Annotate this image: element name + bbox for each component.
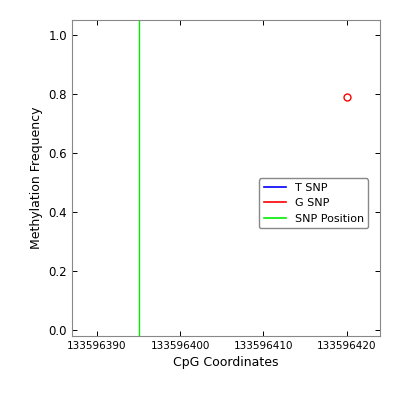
X-axis label: CpG Coordinates: CpG Coordinates <box>173 356 279 370</box>
Y-axis label: Methylation Frequency: Methylation Frequency <box>30 107 43 249</box>
Legend: T SNP, G SNP, SNP Position: T SNP, G SNP, SNP Position <box>259 178 368 228</box>
